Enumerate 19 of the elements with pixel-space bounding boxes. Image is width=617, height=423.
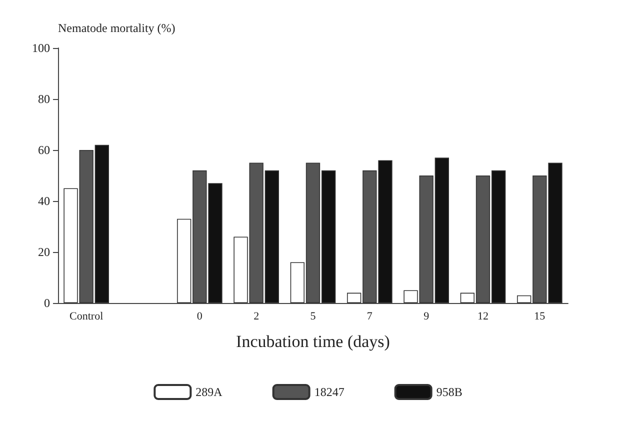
y-tick-label: 20 bbox=[38, 245, 50, 259]
x-tick-label: 15 bbox=[534, 310, 546, 322]
x-tick-label: 5 bbox=[310, 310, 316, 322]
y-axis-title: Nematode mortality (%) bbox=[58, 21, 176, 35]
x-tick-label: 2 bbox=[254, 310, 260, 322]
y-tick-label: 0 bbox=[44, 296, 50, 310]
y-tick-label: 100 bbox=[32, 41, 50, 55]
x-tick-label: 12 bbox=[478, 310, 488, 322]
x-tick-label: 9 bbox=[424, 310, 430, 322]
y-tick-label: 80 bbox=[38, 92, 50, 106]
y-tick-label: 40 bbox=[38, 194, 50, 208]
x-tick-label: 0 bbox=[196, 310, 203, 322]
legend-label: 958B bbox=[436, 385, 462, 399]
legend-label: 289A bbox=[196, 385, 223, 399]
x-tick-label: Control bbox=[70, 310, 104, 322]
x-axis-title: Incubation time (days) bbox=[236, 332, 390, 351]
y-tick-label: 60 bbox=[38, 143, 50, 157]
x-tick-label: 7 bbox=[366, 310, 373, 322]
legend-label: 18247 bbox=[314, 385, 344, 399]
